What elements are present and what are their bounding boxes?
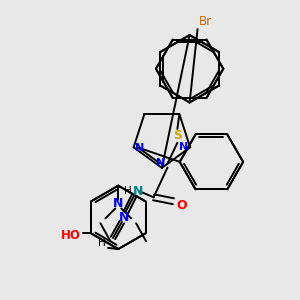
Text: H: H — [98, 238, 106, 248]
Text: N: N — [178, 142, 188, 152]
Text: N: N — [133, 185, 143, 198]
Text: S: S — [173, 129, 182, 142]
Text: O: O — [176, 199, 187, 212]
Text: N: N — [119, 211, 129, 224]
Text: N: N — [156, 158, 166, 168]
Text: HO: HO — [61, 229, 81, 242]
Text: Br: Br — [199, 15, 212, 28]
Text: H: H — [124, 186, 132, 196]
Text: N: N — [135, 143, 144, 153]
Text: N: N — [113, 197, 124, 210]
